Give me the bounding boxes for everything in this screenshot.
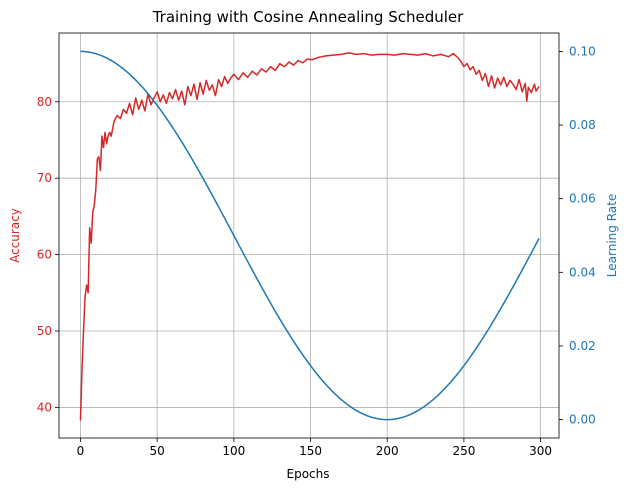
y-left-tick-label: 40 [37, 400, 52, 414]
x-tick-label: 300 [529, 444, 552, 458]
x-axis-label: Epochs [287, 467, 330, 481]
x-tick-label: 50 [150, 444, 165, 458]
grid [59, 33, 559, 438]
y-right-tick-label: 0.08 [569, 118, 596, 132]
y-left-tick-label: 70 [37, 171, 52, 185]
y-left-tick-label: 60 [37, 248, 52, 262]
y-right-tick-label: 0.02 [569, 339, 596, 353]
y-axis-right: 0.00 0.02 0.04 0.06 0.08 0.10 [559, 44, 596, 427]
y-axis-left-label: Accuracy [8, 208, 22, 263]
y-right-tick-label: 0.04 [569, 265, 596, 279]
x-tick-label: 0 [77, 444, 85, 458]
y-axis-left: 40 50 60 70 80 [37, 95, 59, 414]
x-tick-label: 200 [376, 444, 399, 458]
y-left-tick-label: 50 [37, 324, 52, 338]
plot-area [58, 32, 560, 439]
y-axis-right-label: Learning Rate [605, 194, 619, 277]
y-left-tick-label: 80 [37, 95, 52, 109]
y-right-tick-label: 0.10 [569, 44, 596, 58]
learning-rate-line [80, 50, 540, 421]
chart-title: Training with Cosine Annealing Scheduler [152, 8, 464, 26]
y-right-tick-label: 0.06 [569, 192, 596, 206]
x-tick-label: 250 [452, 444, 475, 458]
x-tick-label: 150 [299, 444, 322, 458]
x-tick-label: 100 [222, 444, 245, 458]
plot-frame [58, 32, 560, 439]
accuracy-line [79, 52, 540, 421]
x-axis: 0 50 100 150 200 250 300 [77, 438, 552, 458]
y-right-tick-label: 0.00 [569, 413, 596, 427]
